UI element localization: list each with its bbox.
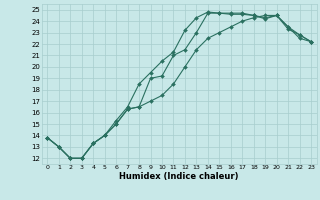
X-axis label: Humidex (Indice chaleur): Humidex (Indice chaleur) xyxy=(119,172,239,181)
